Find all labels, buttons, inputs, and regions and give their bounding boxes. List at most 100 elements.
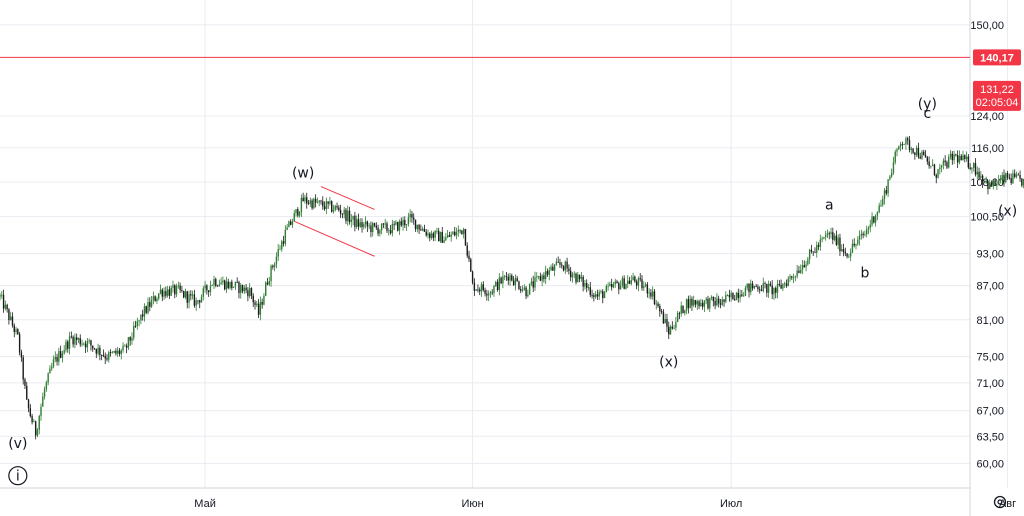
candle-body xyxy=(40,406,42,416)
candle-body xyxy=(808,249,811,260)
candle-body xyxy=(471,271,474,283)
candle-body xyxy=(414,219,417,230)
candle-body xyxy=(923,151,925,156)
candle-body xyxy=(721,299,723,305)
candle-body xyxy=(896,149,898,152)
candle-body xyxy=(224,280,226,290)
candle-body xyxy=(31,416,33,423)
candle-body xyxy=(518,281,520,290)
channel-line xyxy=(294,220,375,257)
candle-body xyxy=(509,275,511,281)
candle-body xyxy=(372,223,374,233)
candle-body xyxy=(166,289,169,296)
candle-body xyxy=(657,303,659,307)
candle-body xyxy=(284,229,287,244)
candle-body xyxy=(610,283,613,288)
candle-body xyxy=(1008,177,1011,179)
candle-body xyxy=(398,221,401,231)
candle-body xyxy=(1017,174,1019,176)
candle-body xyxy=(220,282,222,285)
candle-body xyxy=(27,399,30,409)
gear-icon[interactable] xyxy=(993,495,1007,509)
candle-body xyxy=(684,310,686,314)
candle-body xyxy=(265,282,267,296)
candle-body xyxy=(948,156,950,168)
candle-body xyxy=(997,180,1000,185)
candle-body xyxy=(1005,173,1007,182)
candle-body xyxy=(996,184,998,186)
candle-body xyxy=(272,265,274,268)
candle-body xyxy=(528,283,531,295)
candle-body xyxy=(461,230,463,235)
candle-body xyxy=(51,366,53,369)
candle-body xyxy=(450,234,452,237)
candle-body xyxy=(379,230,381,234)
candle-body xyxy=(448,235,451,237)
channel-line xyxy=(320,186,375,210)
candle-body xyxy=(118,350,121,355)
candle-body xyxy=(616,281,618,284)
candle-body xyxy=(846,253,848,257)
candle-body xyxy=(56,356,58,362)
candle-body xyxy=(88,340,90,342)
candle-body xyxy=(739,294,741,298)
candle-body xyxy=(632,276,634,281)
candle-body xyxy=(270,265,272,282)
wave-label: i xyxy=(16,469,20,485)
candle-body xyxy=(395,222,397,225)
candle-body xyxy=(29,408,32,417)
candle-body xyxy=(964,155,966,159)
candle-body xyxy=(578,274,581,279)
candle-body xyxy=(541,275,543,281)
candle-body xyxy=(177,285,180,287)
candle-body xyxy=(322,201,324,207)
candle-body xyxy=(709,297,711,309)
candle-body xyxy=(266,282,269,285)
candle-body xyxy=(627,280,629,284)
candle-body xyxy=(396,222,399,231)
candle-body xyxy=(470,259,472,272)
time-tick-label: Май xyxy=(194,498,216,510)
candle-body xyxy=(516,278,518,282)
candle-body xyxy=(11,316,14,326)
candle-body xyxy=(707,298,709,309)
candle-body xyxy=(673,327,675,329)
candle-body xyxy=(411,214,413,218)
candle-body xyxy=(869,224,871,228)
candle-body xyxy=(598,292,600,297)
candle-body xyxy=(767,283,770,293)
candle-body xyxy=(389,230,392,234)
candle-body xyxy=(778,283,781,285)
candle-body xyxy=(443,240,445,243)
candle-body xyxy=(851,243,854,253)
candle-body xyxy=(420,229,422,231)
candle-body xyxy=(796,270,798,277)
candle-body xyxy=(170,287,172,296)
candle-body xyxy=(623,278,625,289)
candle-body xyxy=(742,295,745,297)
candle-body xyxy=(917,147,920,157)
candle-body xyxy=(2,294,5,309)
wave-label: a xyxy=(825,197,834,213)
candle-body xyxy=(737,292,739,298)
candle-body xyxy=(953,154,955,161)
candle-body xyxy=(348,210,351,222)
candle-body xyxy=(600,291,602,293)
candle-body xyxy=(716,298,718,306)
candle-body xyxy=(190,294,192,296)
candle-body xyxy=(70,336,73,338)
candle-body xyxy=(728,295,731,298)
candle-body xyxy=(789,276,791,279)
price-tick-label: 60,00 xyxy=(976,458,1004,470)
candle-body xyxy=(377,227,379,234)
candle-body xyxy=(22,357,24,380)
candle-body xyxy=(213,279,215,286)
candle-body xyxy=(277,249,279,257)
candle-body xyxy=(803,265,805,268)
candle-body xyxy=(685,299,688,311)
candle-body xyxy=(757,286,759,290)
candle-body xyxy=(131,337,133,341)
candle-body xyxy=(698,301,700,307)
